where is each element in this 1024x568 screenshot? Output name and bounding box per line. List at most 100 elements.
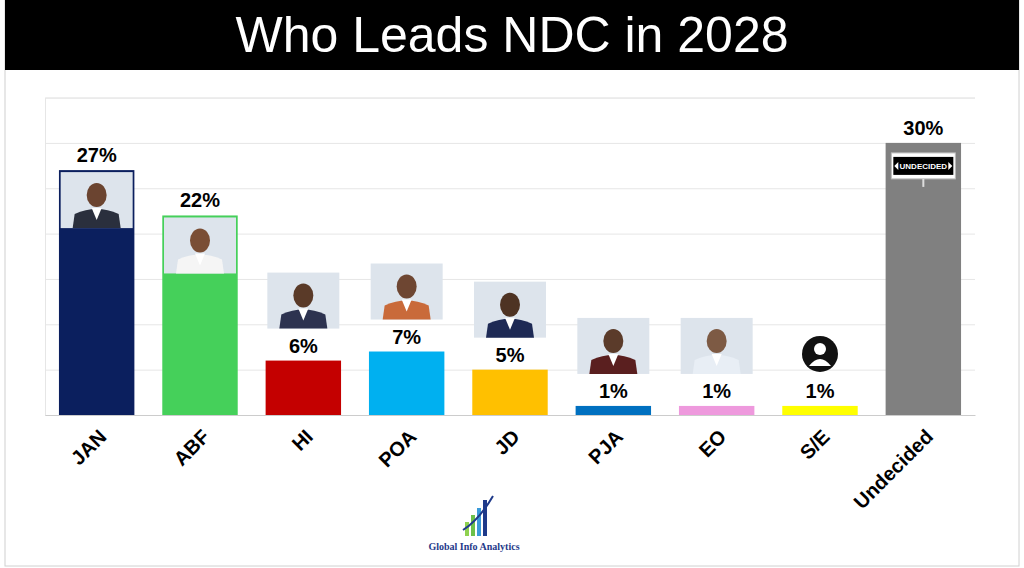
title-banner bbox=[5, 0, 1019, 70]
title: Who Leads NDC in 2028 bbox=[235, 7, 788, 63]
grid-tick bbox=[45, 143, 975, 144]
data-label: 1% bbox=[806, 380, 835, 402]
bar bbox=[266, 361, 341, 415]
logo-swoosh bbox=[463, 496, 493, 530]
photo-head bbox=[190, 228, 210, 252]
data-label: 27% bbox=[77, 144, 117, 166]
photo-bg bbox=[681, 318, 753, 374]
x-tick-label: JD bbox=[490, 425, 524, 459]
data-labels: 27% 22% 6% 7% 5% 1% 1% 1% 30% bbox=[77, 117, 944, 402]
data-label: 22% bbox=[180, 189, 220, 211]
grid-line bbox=[45, 143, 975, 144]
photo bbox=[164, 217, 236, 273]
x-tick-label: HI bbox=[287, 425, 317, 455]
photo-shirt bbox=[712, 354, 722, 366]
photo-shirt bbox=[402, 300, 412, 312]
logo-bar bbox=[471, 515, 475, 536]
photo-body bbox=[73, 209, 121, 228]
sign-post bbox=[922, 179, 924, 187]
photo-head bbox=[293, 284, 313, 308]
bar bbox=[162, 215, 237, 415]
photo-body bbox=[486, 319, 534, 338]
source-logo bbox=[463, 496, 493, 536]
photo bbox=[577, 318, 649, 374]
x-axis: JAN ABF HI POA JD PJA EO S/E Undecided bbox=[46, 415, 976, 513]
data-label: 7% bbox=[392, 326, 421, 348]
x-tick: S/E bbox=[795, 415, 833, 464]
data-label: 30% bbox=[903, 117, 943, 139]
y-axis bbox=[45, 98, 975, 415]
x-tick: PJA bbox=[584, 415, 627, 468]
bar bbox=[576, 406, 651, 415]
photo-shirt bbox=[505, 318, 515, 330]
avatar-body bbox=[809, 359, 831, 366]
photo-bg bbox=[371, 264, 443, 320]
data-label: 1% bbox=[599, 380, 628, 402]
sign: UNDECIDED bbox=[891, 153, 955, 187]
grid-line bbox=[45, 415, 975, 416]
grid-line bbox=[45, 98, 975, 99]
bar bbox=[679, 406, 754, 415]
x-tick: Undecided bbox=[849, 415, 937, 513]
x-tick: HI bbox=[287, 415, 317, 455]
photo-body bbox=[383, 301, 431, 320]
sign-plate bbox=[893, 157, 953, 175]
avatar bbox=[802, 336, 838, 372]
photo bbox=[681, 318, 753, 374]
photo-head bbox=[87, 183, 107, 207]
photo-body bbox=[589, 355, 637, 374]
source: Global Info Analytics bbox=[428, 541, 519, 552]
x-tick-label: ABF bbox=[169, 425, 214, 470]
x-tick-label: POA bbox=[374, 425, 420, 471]
chart: Who Leads NDC in 2028 JAN ABF HI POA JD PJA EO S… bbox=[0, 0, 1024, 568]
avatar-bg bbox=[802, 336, 838, 372]
photo-bg bbox=[267, 273, 339, 329]
logo-bar bbox=[477, 508, 481, 536]
sign-bg bbox=[891, 153, 955, 179]
x-tick: JAN bbox=[67, 415, 111, 469]
avatar-head bbox=[814, 343, 826, 355]
photo bbox=[474, 282, 546, 338]
photo-bg bbox=[577, 318, 649, 374]
bar bbox=[369, 352, 444, 415]
photo bbox=[371, 264, 443, 320]
photo-shirt bbox=[298, 309, 308, 321]
frame bbox=[5, 0, 1019, 566]
x-tick: ABF bbox=[169, 415, 214, 470]
x-tick-label: Undecided bbox=[849, 425, 937, 513]
x-axis-line bbox=[46, 415, 976, 416]
photo-body bbox=[176, 254, 224, 273]
x-tick-label: PJA bbox=[584, 425, 627, 468]
x-tick-label: EO bbox=[694, 425, 730, 461]
photo bbox=[61, 172, 133, 228]
data-label: 5% bbox=[496, 344, 525, 366]
bar bbox=[886, 143, 961, 415]
photo-body bbox=[693, 355, 741, 374]
y-axis-line bbox=[46, 98, 976, 415]
bar bbox=[472, 370, 547, 415]
photo-bg bbox=[474, 282, 546, 338]
x-tick-label: JAN bbox=[67, 425, 111, 469]
grid-tick bbox=[45, 98, 975, 99]
data-label: 6% bbox=[289, 335, 318, 357]
x-tick: EO bbox=[694, 415, 730, 461]
photo-head bbox=[397, 275, 417, 299]
photo-shirt bbox=[92, 208, 102, 220]
data-label: 1% bbox=[702, 380, 731, 402]
photo-body bbox=[279, 310, 327, 329]
bar bbox=[782, 406, 857, 415]
photo-bg bbox=[61, 172, 133, 228]
grid-tick bbox=[45, 415, 975, 416]
sign-text: UNDECIDED bbox=[900, 162, 948, 171]
x-tick-label: S/E bbox=[795, 425, 833, 463]
icons: UNDECIDED bbox=[61, 153, 956, 374]
x-tick: JD bbox=[490, 415, 524, 459]
photo-shirt bbox=[195, 253, 205, 265]
sign-arrow-left bbox=[894, 162, 898, 170]
photo-head bbox=[603, 329, 623, 353]
photo-head bbox=[500, 293, 520, 317]
photo-bg bbox=[164, 217, 236, 273]
photo-head bbox=[707, 329, 727, 353]
x-tick: POA bbox=[374, 415, 420, 471]
bars bbox=[59, 143, 961, 415]
